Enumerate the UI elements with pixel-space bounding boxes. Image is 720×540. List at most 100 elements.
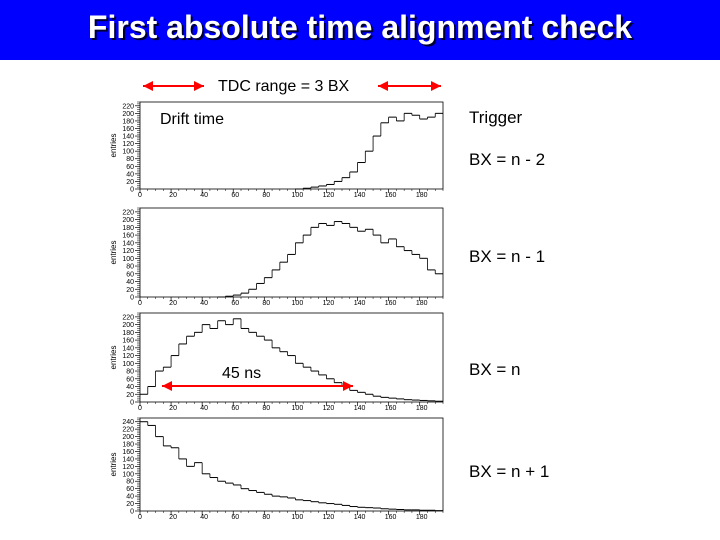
x-tick-label: 180: [416, 514, 428, 521]
x-tick-label: 180: [416, 405, 428, 412]
y-tick-label: 40: [126, 384, 134, 391]
x-tick-label: 120: [323, 192, 335, 199]
drift-time-label: Drift time: [160, 111, 224, 128]
x-tick-label: 60: [231, 192, 239, 199]
x-tick-label: 120: [323, 514, 335, 521]
y-tick-label: 180: [122, 442, 134, 449]
x-tick-label: 80: [262, 405, 270, 412]
y-tick-label: 200: [122, 434, 134, 441]
width-45ns-arrow-head-left: [162, 381, 172, 391]
bx-label-n-minus-1: BX = n - 1: [469, 247, 546, 266]
y-tick-label: 100: [122, 361, 134, 368]
y-tick-label: 120: [122, 141, 134, 148]
y-tick-label: 20: [126, 179, 134, 186]
y-tick-label: 80: [126, 156, 134, 163]
x-tick-label: 140: [354, 192, 366, 199]
y-tick-label: 0: [130, 509, 134, 516]
y-tick-label: 80: [126, 369, 134, 376]
tdc-range-arrow-right-head-left: [378, 81, 388, 91]
y-tick-label: 0: [130, 187, 134, 194]
y-tick-label: 100: [122, 471, 134, 478]
x-tick-label: 40: [200, 192, 208, 199]
width-45ns-arrow-head-right: [343, 381, 353, 391]
y-axis-label: entries: [109, 345, 118, 369]
y-tick-label: 200: [122, 322, 134, 329]
y-tick-label: 200: [122, 111, 134, 118]
y-tick-label: 160: [122, 233, 134, 240]
y-tick-label: 160: [122, 449, 134, 456]
y-tick-label: 60: [126, 376, 134, 383]
y-tick-label: 140: [122, 456, 134, 463]
y-tick-label: 220: [122, 103, 134, 110]
y-tick-label: 60: [126, 164, 134, 171]
y-tick-label: 20: [126, 392, 134, 399]
y-tick-label: 220: [122, 314, 134, 321]
y-tick-label: 20: [126, 501, 134, 508]
y-tick-label: 240: [122, 419, 134, 426]
y-tick-label: 0: [130, 400, 134, 407]
x-tick-label: 180: [416, 192, 428, 199]
x-tick-label: 0: [138, 405, 142, 412]
x-tick-label: 100: [292, 192, 304, 199]
tdc-range-arrow-left-head-left: [143, 81, 153, 91]
plot-frame: [139, 207, 444, 298]
y-axis-label: entries: [109, 240, 118, 264]
x-tick-label: 120: [323, 405, 335, 412]
y-tick-label: 220: [122, 427, 134, 434]
trigger-label: Trigger: [469, 108, 523, 127]
x-tick-label: 60: [231, 514, 239, 521]
y-tick-label: 60: [126, 271, 134, 278]
bx-label-n-plus-1: BX = n + 1: [469, 462, 550, 481]
x-tick-label: 140: [354, 300, 366, 307]
x-tick-label: 100: [292, 514, 304, 521]
x-tick-label: 20: [169, 514, 177, 521]
y-tick-label: 160: [122, 338, 134, 345]
x-tick-label: 0: [138, 514, 142, 521]
x-tick-label: 80: [262, 300, 270, 307]
bx-label-n: BX = n: [469, 360, 521, 379]
slide-title: First absolute time alignment check: [87, 9, 633, 45]
y-axis-label: entries: [109, 133, 118, 157]
tdc-range-arrow-right-head-right: [431, 81, 441, 91]
x-tick-label: 160: [385, 405, 397, 412]
y-tick-label: 40: [126, 494, 134, 501]
x-tick-label: 20: [169, 192, 177, 199]
y-tick-label: 120: [122, 248, 134, 255]
y-tick-label: 120: [122, 464, 134, 471]
x-tick-label: 140: [354, 514, 366, 521]
x-tick-label: 180: [416, 300, 428, 307]
y-axis-label: entries: [109, 452, 118, 476]
y-tick-label: 180: [122, 330, 134, 337]
x-tick-label: 0: [138, 192, 142, 199]
x-tick-label: 140: [354, 405, 366, 412]
y-tick-label: 180: [122, 225, 134, 232]
x-tick-label: 60: [231, 300, 239, 307]
x-tick-label: 0: [138, 300, 142, 307]
x-tick-label: 80: [262, 192, 270, 199]
bx-label-n-minus-2: BX = n - 2: [469, 150, 546, 169]
tdc-range-label: TDC range = 3 BX: [218, 78, 350, 95]
y-tick-label: 140: [122, 134, 134, 141]
width-45ns-label: 45 ns: [222, 365, 262, 382]
y-tick-label: 100: [122, 149, 134, 156]
y-tick-label: 120: [122, 353, 134, 360]
y-tick-label: 20: [126, 287, 134, 294]
x-tick-label: 40: [200, 405, 208, 412]
x-tick-label: 160: [385, 192, 397, 199]
y-tick-label: 0: [130, 295, 134, 302]
tdc-range-arrow-left-head-right: [194, 81, 204, 91]
y-tick-label: 180: [122, 118, 134, 125]
x-tick-label: 80: [262, 514, 270, 521]
x-tick-label: 100: [292, 300, 304, 307]
plot-frame: [139, 312, 444, 403]
y-tick-label: 140: [122, 345, 134, 352]
x-tick-label: 40: [200, 300, 208, 307]
y-tick-label: 160: [122, 126, 134, 133]
y-tick-label: 220: [122, 209, 134, 216]
x-tick-label: 40: [200, 514, 208, 521]
y-tick-label: 200: [122, 217, 134, 224]
x-tick-label: 20: [169, 405, 177, 412]
x-tick-label: 160: [385, 514, 397, 521]
title-bar: [0, 0, 720, 60]
